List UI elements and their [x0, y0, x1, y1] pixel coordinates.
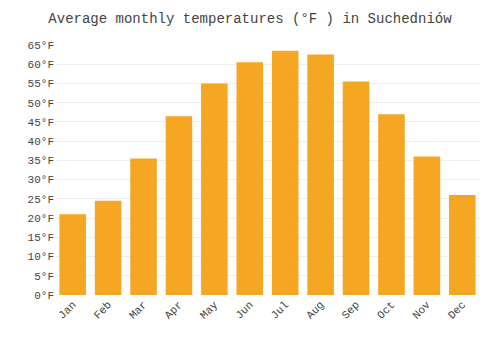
svg-text:Oct: Oct: [375, 299, 397, 321]
svg-text:Apr: Apr: [162, 299, 184, 321]
svg-text:25°F: 25°F: [28, 194, 54, 206]
svg-text:Average monthly temperatures (: Average monthly temperatures (°F ) in Su…: [48, 11, 452, 27]
svg-text:Jan: Jan: [56, 299, 78, 321]
svg-text:Aug: Aug: [304, 299, 326, 321]
svg-text:Feb: Feb: [92, 299, 114, 321]
svg-text:50°F: 50°F: [28, 98, 54, 110]
svg-text:10°F: 10°F: [28, 251, 54, 263]
svg-text:0°F: 0°F: [34, 290, 54, 302]
svg-text:Jun: Jun: [233, 299, 255, 321]
svg-text:30°F: 30°F: [28, 174, 54, 186]
svg-text:15°F: 15°F: [28, 232, 54, 244]
svg-text:5°F: 5°F: [34, 271, 54, 283]
svg-text:Mar: Mar: [127, 299, 149, 321]
svg-text:55°F: 55°F: [28, 78, 54, 90]
svg-text:40°F: 40°F: [28, 136, 54, 148]
svg-text:20°F: 20°F: [28, 213, 54, 225]
svg-text:60°F: 60°F: [28, 59, 54, 71]
svg-text:Jul: Jul: [269, 299, 291, 321]
svg-text:35°F: 35°F: [28, 155, 54, 167]
svg-text:45°F: 45°F: [28, 117, 54, 129]
svg-text:Nov: Nov: [410, 299, 433, 322]
svg-text:Dec: Dec: [446, 299, 468, 321]
svg-text:May: May: [198, 299, 221, 322]
svg-text:Sep: Sep: [340, 299, 362, 321]
svg-text:65°F: 65°F: [28, 40, 54, 52]
